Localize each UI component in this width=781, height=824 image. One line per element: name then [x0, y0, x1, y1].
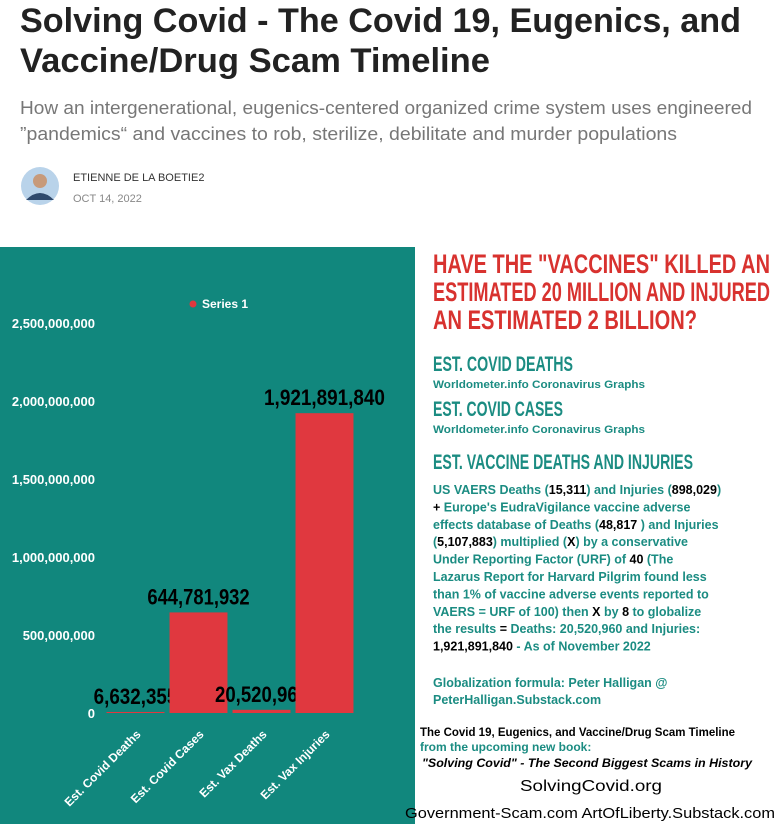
y-tick-label: 2,500,000,000 — [12, 316, 95, 331]
section-title: EST. VACCINE DEATHS AND INJURIES — [433, 451, 693, 474]
author[interactable]: ETIENNE DE LA BOETIE2 — [73, 172, 204, 184]
body-line: effects database of Deaths (48,817 ) and… — [433, 518, 719, 532]
body-run: (The — [643, 553, 673, 567]
body-run: to globalize — [629, 605, 701, 619]
section-source: Worldometer.info Coronavirus Graphs — [433, 424, 645, 436]
bar — [232, 709, 291, 713]
title: Solving Covid - The Covid 19, Eugenics, … — [20, 2, 741, 40]
body-run: ) by a conservative — [575, 535, 688, 549]
title: Vaccine/Drug Scam Timeline — [20, 42, 490, 80]
body-run: 15,311 — [549, 483, 587, 497]
body-line: + Europe's EudraVigilance vaccine advers… — [433, 500, 690, 514]
y-tick-label: 2,000,000,000 — [12, 394, 95, 409]
body-line: Lazarus Report for Harvard Pilgrim found… — [433, 570, 707, 584]
subtitle: How an intergenerational, eugenics-cente… — [20, 98, 752, 118]
body-run: + — [433, 500, 444, 514]
bar — [295, 413, 354, 713]
credit-line: Globalization formula: Peter Halligan @ — [433, 676, 667, 690]
body-run: ) multiplied ( — [493, 535, 568, 549]
body-line: the results = Deaths: 20,520,960 and Inj… — [433, 622, 700, 636]
y-tick-label: 1,000,000,000 — [12, 550, 95, 565]
section-title: EST. COVID CASES — [433, 398, 563, 421]
panel-heading: AN ESTIMATED 2 BILLION? — [433, 305, 697, 335]
y-tick-label: 1,500,000,000 — [12, 472, 95, 487]
body-run: Europe's EudraVigilance vaccine adverse — [444, 500, 691, 514]
value-label: 1,921,891,840 — [264, 385, 385, 410]
body-run: - As of November 2022 — [513, 640, 651, 654]
body-run: the results — [433, 622, 500, 636]
body-run: 1,921,891,840 — [433, 640, 513, 654]
footer-line: The Covid 19, Eugenics, and Vaccine/Drug… — [420, 725, 735, 739]
section-title: EST. COVID DEATHS — [433, 353, 573, 376]
avatar[interactable] — [21, 167, 59, 205]
body-run: X — [567, 535, 576, 549]
body-line: VAERS = URF of 100) then X by 8 to globa… — [433, 605, 701, 619]
footer-line: Government-Scam.com ArtOfLiberty.Substac… — [405, 805, 775, 822]
y-tick-label: 500,000,000 — [23, 628, 95, 643]
subtitle: ”pandemics“ and vaccines to rob, sterili… — [20, 124, 677, 144]
date: OCT 14, 2022 — [73, 193, 142, 205]
body-line: than 1% of vaccine adverse events report… — [433, 587, 709, 601]
body-run: US VAERS Deaths ( — [433, 483, 550, 497]
section-source: Worldometer.info Coronavirus Graphs — [433, 379, 645, 391]
body-run: Deaths: 20,520,960 and Injuries: — [507, 622, 700, 636]
body-line: (5,107,883) multiplied (X) by a conserva… — [433, 535, 688, 549]
body-run: than 1% of vaccine adverse events report… — [433, 587, 709, 601]
panel-heading: HAVE THE "VACCINES" KILLED AN — [433, 249, 770, 279]
legend-swatch — [189, 300, 197, 308]
body-run: 8 — [622, 605, 629, 619]
bar — [106, 711, 165, 713]
body-run: Lazarus Report for Harvard Pilgrim found… — [433, 570, 707, 584]
footer-line: SolvingCovid.org — [520, 778, 662, 795]
body-run: X — [592, 605, 601, 619]
body-run: ( — [433, 535, 438, 549]
footer-line: "Solving Covid" - The Second Biggest Sca… — [422, 756, 753, 770]
body-line: US VAERS Deaths (15,311) and Injuries (8… — [433, 483, 721, 497]
footer-line: from the upcoming new book: — [420, 740, 591, 754]
body-run: 40 — [630, 553, 644, 567]
value-label: 6,632,355 — [94, 684, 178, 709]
body-run: = — [500, 622, 507, 636]
body-run: effects database of Deaths ( — [433, 518, 600, 532]
body-run: Under Reporting Factor (URF) of — [433, 553, 630, 567]
bar — [169, 612, 228, 713]
y-tick-label: 0 — [88, 706, 95, 721]
legend-label: Series 1 — [202, 297, 248, 311]
body-run: 48,817 — [599, 518, 637, 532]
body-run: 5,107,883 — [437, 535, 493, 549]
value-label: 20,520,960 — [215, 682, 308, 707]
body-run: by — [601, 605, 623, 619]
body-run: VAERS = URF of 100) then — [433, 605, 592, 619]
credit-line: PeterHalligan.Substack.com — [433, 693, 601, 707]
body-run: 898,029 — [672, 483, 717, 497]
bar-chart: 0 500,000,000 1,000,000,000 1,500,000,000 2,… — [12, 316, 385, 809]
body-run: ) and Injuries — [637, 518, 718, 532]
body-line: 1,921,891,840 - As of November 2022 — [433, 640, 651, 654]
panel-heading: ESTIMATED 20 MILLION AND INJURED — [433, 277, 770, 307]
value-label: 644,781,932 — [147, 584, 249, 609]
body-run: ) — [717, 483, 721, 497]
body-line: Under Reporting Factor (URF) of 40 (The — [433, 553, 673, 567]
body-run: ) and Injuries ( — [586, 483, 672, 497]
